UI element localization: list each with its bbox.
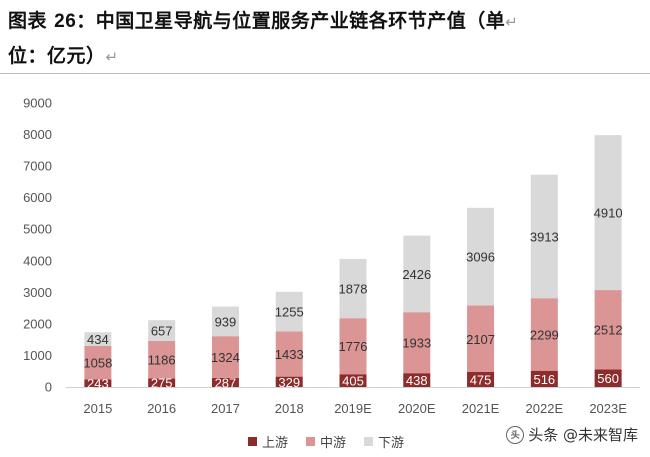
bar-upstream-2016 (148, 378, 176, 387)
data-label-upstream-2017: 287 (215, 375, 237, 390)
y-tick-label-3000: 3000 (23, 285, 52, 300)
title-divider (0, 73, 650, 74)
bar-upstream-2018 (275, 376, 303, 387)
legend-label-midstream: 中游 (320, 436, 347, 451)
chart-legend: 上游 中游 下游 (248, 432, 404, 451)
data-label-midstream-2015: 1058 (83, 356, 112, 371)
x-tick-label-2019E: 2019E (334, 401, 372, 416)
legend-swatch-downstream (364, 437, 374, 446)
bar-downstream-2020E (403, 235, 431, 313)
data-label-midstream-2019E: 1776 (339, 339, 368, 354)
x-tick-label-2021E: 2021E (462, 401, 500, 416)
title-number: 26 (54, 11, 77, 32)
bar-midstream-2020E (403, 312, 431, 374)
data-label-downstream-2023E: 4910 (594, 206, 623, 221)
data-label-upstream-2020E: 438 (406, 373, 428, 388)
data-label-downstream-2020E: 2426 (402, 267, 431, 282)
x-tick-label-2017: 2017 (211, 401, 240, 416)
bar-midstream-2017 (211, 336, 239, 378)
data-label-downstream-2018: 1255 (275, 305, 304, 320)
bar-midstream-2018 (275, 331, 303, 377)
bar-midstream-2016 (148, 340, 176, 379)
data-label-midstream-2020E: 1933 (402, 336, 431, 351)
x-tick-label-2020E: 2020E (398, 401, 436, 416)
bar-midstream-2022E (530, 298, 558, 371)
legend-swatch-midstream (306, 437, 316, 446)
y-tick-label-2000: 2000 (23, 316, 52, 331)
data-label-downstream-2021E: 3096 (466, 250, 495, 265)
data-label-midstream-2018: 1433 (275, 347, 304, 362)
data-label-downstream-2015: 434 (87, 332, 109, 347)
data-label-upstream-2018: 329 (278, 375, 300, 390)
bar-downstream-2018 (275, 291, 303, 332)
data-label-midstream-2023E: 2512 (594, 323, 623, 338)
x-tick-label-2022E: 2022E (526, 401, 564, 416)
data-label-downstream-2022E: 3913 (530, 229, 559, 244)
return-mark-icon: ↵ (505, 13, 519, 31)
bar-downstream-2023E (594, 135, 622, 291)
y-tick-label-6000: 6000 (23, 190, 52, 205)
data-label-downstream-2019E: 1878 (339, 282, 368, 297)
x-tick-label-2023E: 2023E (589, 401, 627, 416)
figure-title: 图表 26：中国卫星导航与位置服务产业链各环节产值（单↵ 位：亿元）↵ (8, 4, 644, 74)
bar-upstream-2023E (594, 369, 622, 387)
legend-swatch-upstream (248, 437, 257, 446)
legend-item-upstream: 上游 (248, 432, 288, 451)
y-tick-label-8000: 8000 (23, 127, 52, 142)
data-label-downstream-2016: 657 (151, 324, 173, 339)
title-text: ：中国卫星导航与位置服务产业链各环节产值（单 (76, 10, 506, 32)
x-tick-label-2016: 2016 (147, 401, 176, 416)
bar-upstream-2019E (339, 374, 367, 387)
data-label-midstream-2017: 1324 (211, 350, 240, 365)
bar-upstream-2021E (467, 372, 495, 387)
bar-upstream-2022E (530, 370, 558, 387)
x-tick-label-2018: 2018 (275, 401, 304, 416)
title-prefix: 图表 (8, 10, 55, 32)
title-line2: 位：亿元） (8, 45, 106, 67)
y-tick-label-1000: 1000 (23, 348, 52, 363)
legend-label-downstream: 下游 (378, 436, 405, 451)
bar-midstream-2023E (594, 290, 622, 370)
data-label-midstream-2022E: 2299 (530, 327, 559, 342)
watermark: 头 头条 @未来智库 (506, 424, 638, 445)
y-tick-label-4000: 4000 (23, 253, 52, 268)
data-label-upstream-2022E: 516 (533, 372, 555, 387)
bar-downstream-2022E (530, 174, 558, 299)
data-label-upstream-2016: 275 (151, 376, 173, 391)
bar-downstream-2017 (211, 306, 239, 337)
x-tick-label-2015: 2015 (83, 401, 112, 416)
bar-downstream-2016 (148, 320, 176, 341)
legend-label-upstream: 上游 (262, 436, 289, 451)
bar-midstream-2021E (467, 305, 495, 373)
y-tick-label-7000: 7000 (23, 159, 52, 174)
data-label-midstream-2016: 1186 (148, 353, 176, 368)
bar-downstream-2015 (84, 332, 112, 346)
bar-upstream-2020E (403, 373, 431, 387)
toutiao-logo-icon: 头 (506, 425, 525, 444)
y-tick-label-9000: 9000 (23, 96, 52, 111)
data-label-upstream-2021E: 475 (470, 373, 492, 388)
data-label-upstream-2015: 243 (87, 376, 109, 391)
data-label-upstream-2023E: 560 (597, 371, 619, 386)
bar-downstream-2021E (467, 207, 495, 306)
return-mark-icon-2: ↵ (105, 48, 119, 66)
bar-midstream-2019E (339, 318, 367, 375)
legend-item-midstream: 中游 (306, 432, 346, 451)
watermark-text: 头条 @未来智库 (528, 426, 638, 444)
bar-upstream-2015 (84, 379, 112, 387)
legend-item-downstream: 下游 (364, 432, 404, 451)
data-label-upstream-2019E: 405 (342, 374, 364, 389)
data-label-midstream-2021E: 2107 (466, 332, 495, 347)
y-tick-label-5000: 5000 (23, 222, 52, 237)
bar-downstream-2019E (339, 258, 367, 319)
bar-upstream-2017 (211, 377, 239, 387)
y-tick-label-0: 0 (45, 380, 52, 395)
data-label-downstream-2017: 939 (215, 314, 237, 329)
bar-midstream-2015 (84, 345, 112, 380)
